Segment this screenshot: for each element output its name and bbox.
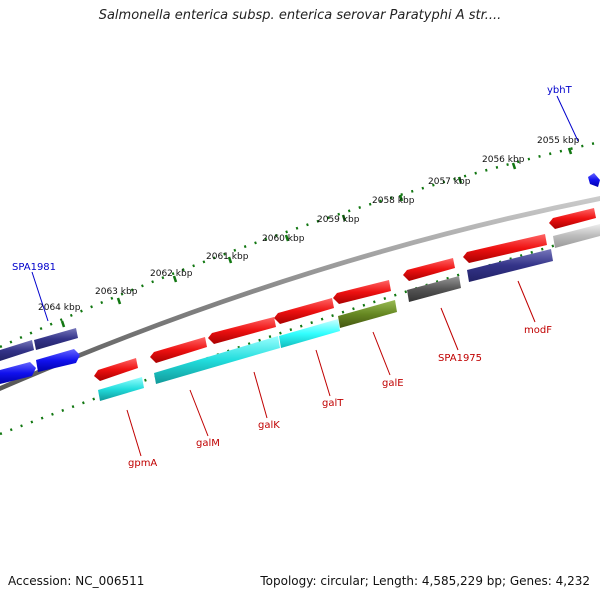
feature-gray-SPA1975 <box>407 276 461 302</box>
kbp-tick-label: 2060 kbp <box>262 234 305 244</box>
kbp-tick-label: 2055 kbp <box>537 136 580 146</box>
outer-major-ticks <box>60 147 573 328</box>
cds-arrow-galE <box>333 280 391 304</box>
forward-strand-features <box>0 208 596 381</box>
gene-label-SPA1975: SPA1975 <box>438 353 482 364</box>
feature-olive-galE <box>338 300 397 328</box>
kbp-tick-label: 2059 kbp <box>317 215 360 225</box>
feature-cyan-gpmA <box>98 377 144 401</box>
feature-cyan-galM-galK <box>154 336 280 384</box>
gene-label-ybhT: ybhT <box>547 85 573 96</box>
cds-arrow-galK <box>208 317 276 344</box>
accession-text: Accession: NC_006511 <box>8 574 145 588</box>
kbp-tick-label: 2057 kbp <box>428 177 471 187</box>
cds-arrow-galT <box>274 298 334 324</box>
kbp-tick-label: 2056 kbp <box>482 155 525 165</box>
kbp-tick-label: 2064 kbp <box>38 303 81 313</box>
cds-arrow-right <box>549 208 596 229</box>
gene-label-galK: galK <box>258 420 280 431</box>
feature-navy-modF <box>467 249 553 282</box>
feature-lightgray-right <box>553 224 600 248</box>
kbp-tick-label: 2063 kbp <box>95 287 138 297</box>
reverse-strand-features <box>0 224 600 401</box>
label-leaders <box>31 95 579 457</box>
gene-label-galE: galE <box>382 378 404 389</box>
cds-arrow-SPA1975 <box>403 258 455 281</box>
gene-label-galM: galM <box>196 438 220 449</box>
gene-label-gpmA: gpmA <box>128 458 157 469</box>
feature-cyan-galT <box>279 319 340 348</box>
kbp-tick-label: 2062 kbp <box>150 269 193 279</box>
cds-arrow-ybhT <box>588 173 600 187</box>
map-title: Salmonella enterica subsp. enterica sero… <box>98 8 502 23</box>
genome-backbone <box>0 196 600 391</box>
cds-arrow-navy <box>34 328 78 350</box>
cds-arrow-galM <box>150 337 207 363</box>
kbp-tick-label: 2061 kbp <box>206 252 249 262</box>
topology-text: Topology: circular; Length: 4,585,229 bp… <box>260 574 590 588</box>
cds-arrow-gpmA <box>94 358 138 381</box>
cds-arrow-blue <box>36 349 80 372</box>
cds-arrow-modF <box>463 234 547 263</box>
gene-label-modF: modF <box>524 325 552 336</box>
kbp-tick-label: 2058 kbp <box>372 196 415 206</box>
cds-arrow-navy <box>0 340 34 361</box>
gene-label-galT: galT <box>322 398 344 409</box>
gene-label-SPA1981: SPA1981 <box>12 262 56 273</box>
cds-arrow-blue <box>0 362 36 384</box>
